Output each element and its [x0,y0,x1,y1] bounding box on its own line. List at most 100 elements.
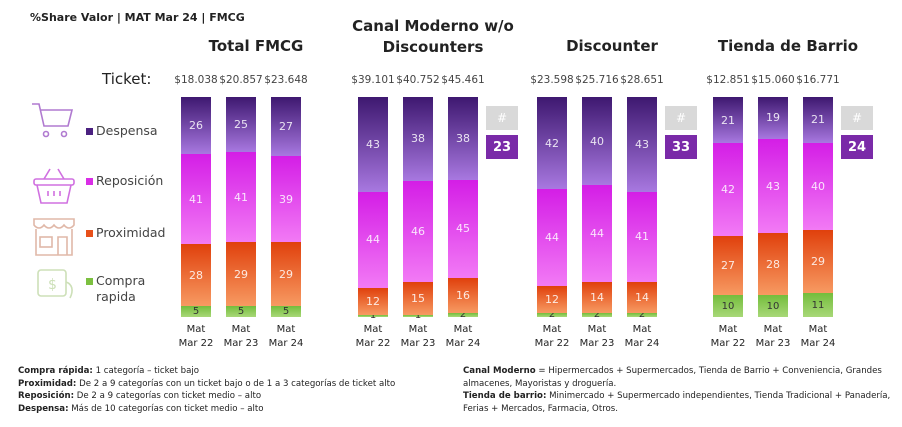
bar-segment-despensa: 43 [627,97,657,192]
bar-segment-compra-rapida: 5 [271,306,301,317]
legend-label: Reposición [96,173,164,188]
hash-box: # [841,106,873,130]
stacked-bar: 10 28 43 19 [758,97,788,317]
ticket-value: $23.648 [264,74,308,86]
ticket-value: $16.771 [796,74,840,86]
x-tick-label: Mat Mar 23 [216,323,266,351]
ticket-value: $45.461 [441,74,485,86]
bar-segment-reposici-n: 39 [271,156,301,243]
x-tick-line2: Mar 22 [355,338,391,349]
bar-segment-reposici-n: 44 [582,185,612,282]
store-icon [30,215,78,261]
x-tick-line1: Mat [453,324,473,335]
x-tick-label: Mat Mar 24 [261,323,311,351]
hash-box: # [486,106,518,130]
x-tick-line2: Mar 22 [710,338,746,349]
bar-segment-reposici-n: 42 [713,143,743,236]
bar-segment-despensa: 38 [448,97,478,180]
bar-segment-proximidad: 16 [448,277,478,313]
bar-segment-reposici-n: 45 [448,179,478,278]
bar-segment-despensa: 27 [271,97,301,157]
bar-segment-despensa: 38 [403,97,433,181]
note-term: Proximidad: [18,378,77,389]
note-text: De 2 a 9 categorías con un ticket bajo o… [76,378,396,389]
x-tick-line2: Mar 23 [579,338,615,349]
note-text: = Hipermercados + Supermercados, Tienda … [463,366,882,389]
bar-segment-reposici-n: 44 [358,191,388,289]
bar-segment-reposici-n: 41 [627,191,657,282]
x-tick-label: Mat Mar 22 [703,323,753,351]
x-tick-line1: Mat [186,324,206,335]
x-tick-line1: Mat [718,324,738,335]
bar-segment-proximidad: 27 [713,235,743,295]
bar-segment-compra-rapida: 2 [582,309,612,320]
value-badge: 24 [841,135,873,159]
x-tick-line1: Mat [408,324,428,335]
legend-label: Proximidad [96,225,166,240]
bar-segment-compra-rapida: 5 [226,306,256,317]
x-tick-label: Mat Mar 23 [393,323,443,351]
stacked-bar: 5 29 41 25 [226,97,256,317]
x-tick-label: Mat Mar 24 [793,323,843,351]
x-tick-label: Mat Mar 24 [438,323,488,351]
value-badge: 33 [665,135,697,159]
stacked-bar: 2 14 44 40 [582,97,612,320]
stacked-bar: 11 29 40 21 [803,97,833,317]
bar-segment-despensa: 19 [758,97,788,139]
stacked-bar: 2 16 45 38 [448,97,478,320]
stacked-bar: 2 12 44 42 [537,97,567,320]
hand-money-icon: $ [30,262,78,308]
bar-segment-reposici-n: 44 [537,189,567,287]
x-tick-line2: Mar 22 [534,338,570,349]
legend-swatch [86,178,93,185]
note-text: Minimercado + Supermercado independiente… [463,391,891,414]
bar-segment-reposici-n: 40 [803,142,833,230]
svg-text:$: $ [48,277,57,293]
group-title: Total FMCG [208,37,304,55]
note-line: Reposición: De 2 a 9 categorías con tick… [18,390,458,403]
x-tick-line2: Mar 23 [755,338,791,349]
x-tick-label: Mat Mar 22 [527,323,577,351]
bar-segment-compra-rapida: 1 [358,310,388,321]
x-tick-line1: Mat [542,324,562,335]
hash-box: # [665,106,697,130]
ticket-label: Ticket: [102,70,152,88]
bar-segment-proximidad: 29 [226,242,256,306]
legend-swatch [86,128,93,135]
shopping-cart-icon [30,100,78,146]
bar-segment-compra-rapida: 2 [627,309,657,320]
bar-segment-proximidad: 15 [403,281,433,315]
ticket-value: $20.857 [219,74,263,86]
bar-segment-compra-rapida: 2 [448,309,478,320]
legend-item: Compra rapida [86,273,156,305]
ticket-value: $18.038 [174,74,218,86]
legend-label: Despensa [96,123,158,138]
x-tick-line1: Mat [632,324,652,335]
bar-segment-proximidad: 28 [758,233,788,295]
x-tick-line1: Mat [276,324,296,335]
bar-segment-reposici-n: 46 [403,180,433,282]
bar-segment-reposici-n: 43 [758,138,788,234]
note-line: Proximidad: De 2 a 9 categorías con un t… [18,378,458,391]
stacked-bar: 2 14 41 43 [627,97,657,320]
bar-segment-compra-rapida: 10 [713,295,743,317]
notes-left: Compra rápida: 1 categoría – ticket bajo… [18,365,458,415]
x-tick-label: Mat Mar 24 [617,323,667,351]
notes-right: Canal Moderno = Hipermercados + Supermer… [463,365,893,415]
ticket-value: $39.101 [351,74,395,86]
bar-segment-proximidad: 12 [537,286,567,313]
x-tick-line2: Mar 22 [178,338,214,349]
stacked-bar: 10 27 42 21 [713,97,743,317]
bar-segment-compra-rapida: 1 [403,310,433,321]
note-term: Tienda de barrio: [463,391,547,401]
note-term: Despensa: [18,403,69,414]
legend-item: Despensa [86,123,158,138]
stacked-bar: 5 28 41 26 [181,97,211,317]
legend-item: Proximidad [86,225,166,240]
x-tick-line1: Mat [587,324,607,335]
x-tick-line2: Mar 23 [223,338,259,349]
ticket-value: $28.651 [620,74,664,86]
legend-label: Compra rapida [96,273,146,304]
note-text: 1 categoría – ticket bajo [92,366,200,376]
